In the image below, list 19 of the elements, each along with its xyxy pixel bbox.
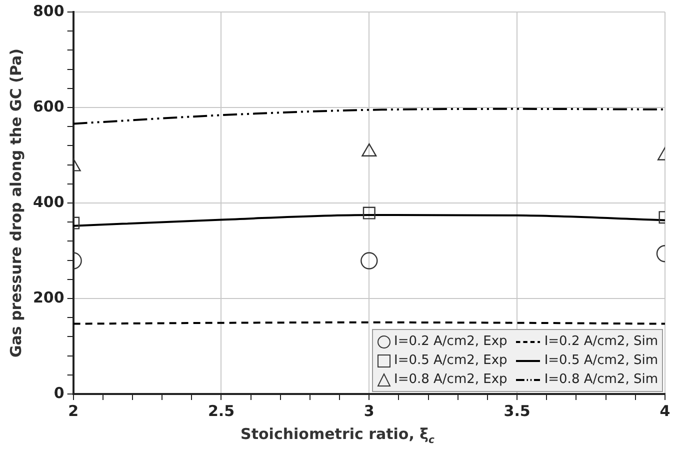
legend-label: I=0.2 A/cm2, Sim	[544, 333, 658, 351]
y-axis-title: Gas pressure drop along the GC (Pa)	[6, 48, 25, 358]
y-tick-label: 800	[33, 2, 64, 20]
legend-label: I=0.8 A/cm2, Sim	[544, 371, 658, 389]
y-tick-label: 600	[33, 97, 64, 116]
y-tick-label: 0	[54, 384, 64, 402]
x-axis-title: Stoichiometric ratio, ξ$_{c}$	[240, 425, 436, 446]
legend-label: I=0.5 A/cm2, Sim	[544, 352, 658, 370]
x-tick-label: 2	[68, 402, 79, 420]
y-tick-label: 200	[33, 288, 64, 306]
legend-label: I=0.2 A/cm2, Exp	[394, 333, 508, 351]
x-tick-label: 4	[660, 402, 670, 420]
x-tick-label: 2.5	[208, 402, 235, 420]
legend-label: I=0.8 A/cm2, Exp	[394, 371, 508, 389]
line-series	[73, 108, 665, 125]
y-tick-label: 400	[33, 192, 64, 211]
legend-label: I=0.5 A/cm2, Exp	[394, 352, 508, 370]
x-tick-label: 3	[364, 402, 374, 420]
x-tick-label: 3.5	[504, 402, 530, 420]
